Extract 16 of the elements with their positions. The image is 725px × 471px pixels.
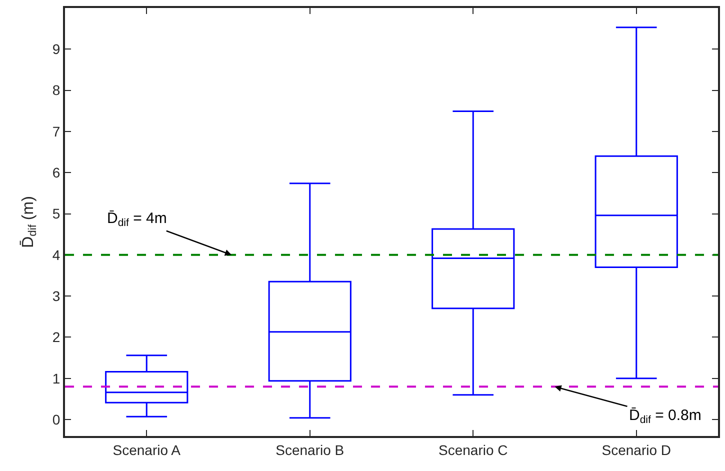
x-tick-label: Scenario C bbox=[438, 442, 508, 458]
x-tick-label: Scenario A bbox=[112, 442, 182, 458]
ref-line-label: D̄$_{dif}$ = 4m bbox=[107, 210, 167, 230]
ref-line-label: D̄$_{dif}$ = 0.8m bbox=[629, 407, 702, 426]
y-tick-label: 3 bbox=[52, 288, 60, 304]
y-tick-label: 6 bbox=[52, 164, 60, 181]
y-tick-label: 4 bbox=[52, 246, 60, 263]
y-tick-label: 5 bbox=[52, 206, 60, 222]
x-tick-label: Scenario D bbox=[602, 442, 672, 458]
y-tick-label: 7 bbox=[52, 123, 60, 140]
y-tick-label: 8 bbox=[52, 82, 60, 98]
y-tick-label: 0 bbox=[52, 411, 60, 428]
y-tick-label: 2 bbox=[52, 329, 60, 346]
y-tick-label: 1 bbox=[52, 370, 60, 386]
x-tick-label: Scenario B bbox=[276, 442, 344, 458]
y-tick-label: 9 bbox=[52, 41, 60, 58]
